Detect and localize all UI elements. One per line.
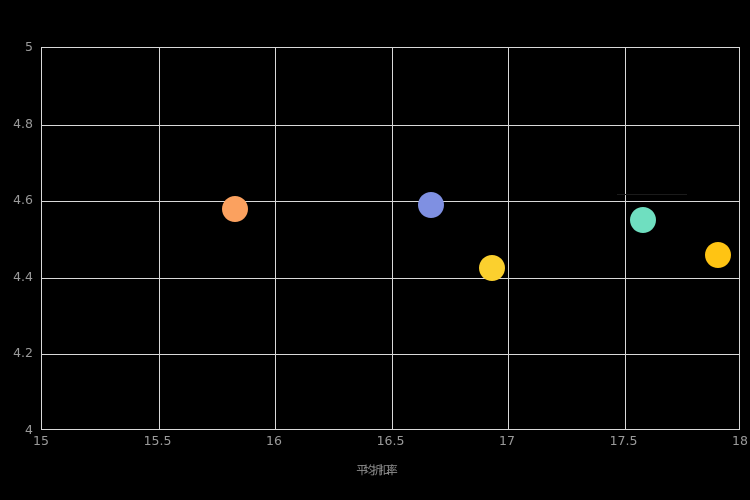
x-tick-label: 15	[33, 433, 49, 448]
y-gridline	[42, 278, 739, 279]
point-orange[interactable]	[222, 195, 249, 222]
x-tick-label: 15.5	[143, 433, 172, 448]
y-gridline	[42, 125, 739, 126]
point-blue[interactable]	[418, 192, 445, 219]
x-tick-label: 17.5	[609, 433, 638, 448]
x-tick-label: 16.5	[376, 433, 405, 448]
y-tick-label: 4.6	[13, 192, 33, 208]
x-tick-label: 18	[732, 433, 748, 448]
y-tick-label: 4.4	[13, 268, 33, 284]
x-gridline	[159, 48, 160, 429]
y-tick-label: 5	[25, 39, 33, 54]
x-axis-title: 平均折扣率	[356, 463, 398, 477]
plot-area[interactable]	[41, 47, 740, 430]
y-tick-label: 4.8	[13, 115, 33, 131]
x-gridline	[508, 48, 509, 429]
y-tick-label: 4.2	[13, 345, 33, 361]
point-teal[interactable]	[630, 206, 657, 233]
x-gridline	[625, 48, 626, 429]
x-gridline	[392, 48, 393, 429]
point-yellow-left[interactable]	[478, 255, 505, 282]
y-gridline	[42, 201, 739, 202]
x-gridline	[275, 48, 276, 429]
point-yellow-right[interactable]	[704, 241, 731, 268]
faint-artifact-line	[617, 194, 687, 195]
y-tick-label: 4	[25, 422, 33, 437]
y-gridline	[42, 354, 739, 355]
x-tick-label: 17	[499, 433, 515, 448]
x-tick-label: 16	[266, 433, 282, 448]
